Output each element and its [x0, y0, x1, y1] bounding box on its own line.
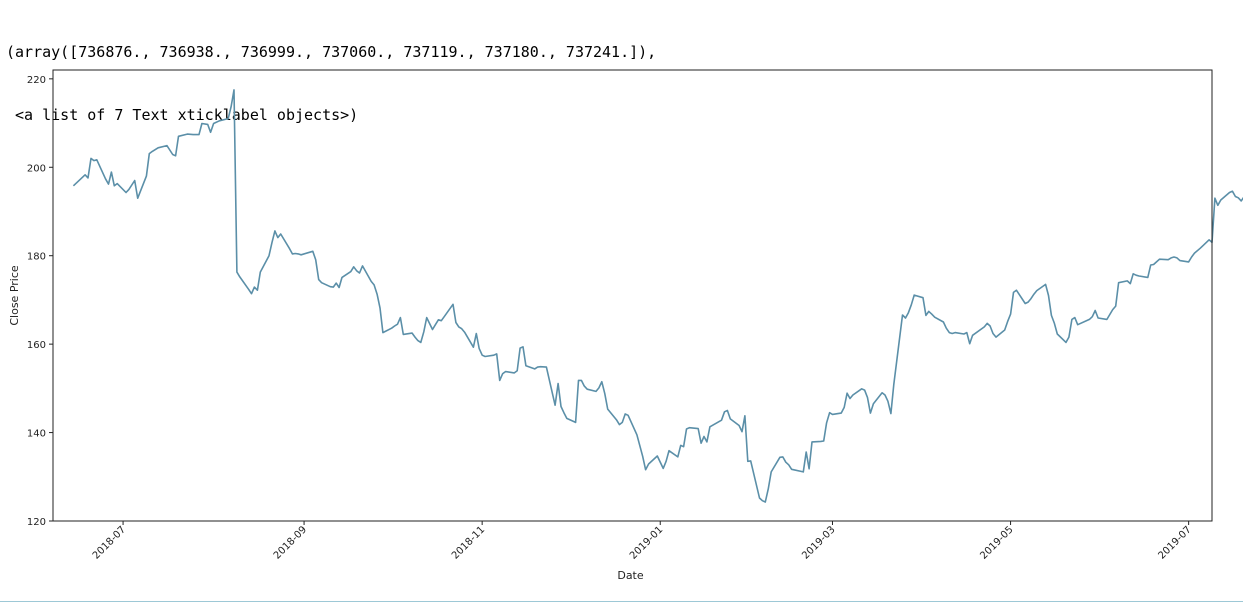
cell-divider	[0, 601, 1243, 602]
x-tick-label-2019-01: 2019-01	[628, 524, 665, 561]
x-tick-label-2019-05: 2019-05	[978, 524, 1015, 561]
line-chart: 120 140 160 180 200 220 2018-07 2018-09 2018-11 2…	[8, 69, 1243, 582]
x-axis-label: Date	[617, 569, 644, 582]
x-tick-label-2018-07: 2018-07	[91, 524, 128, 561]
y-tick-label-180: 180	[27, 252, 46, 263]
output-line-array: (array([736876., 736938., 736999., 73706…	[6, 43, 657, 61]
y-tick-label-140: 140	[27, 429, 46, 440]
output-line-ticklabels: <a list of 7 Text xticklabel objects>)	[6, 106, 359, 124]
y-axis-label: Close Price	[8, 265, 21, 326]
x-tick-label-2018-09: 2018-09	[272, 524, 309, 561]
x-tick-label-2019-03: 2019-03	[800, 524, 837, 561]
x-tick-label-2018-11: 2018-11	[450, 524, 487, 561]
cell-output-text: (array([736876., 736938., 736999., 73706…	[6, 0, 656, 147]
x-tick-label-2019-07: 2019-07	[1156, 524, 1193, 561]
y-tick-label-220: 220	[27, 75, 46, 86]
y-tick-label-200: 200	[27, 163, 46, 174]
plot-frame	[52, 69, 1213, 522]
y-tick-label-160: 160	[27, 340, 46, 351]
series-line-0	[72, 89, 1243, 503]
y-tick-label-120: 120	[27, 517, 46, 528]
chart-area: 120 140 160 180 200 220 2018-07 2018-09 2018-11 2…	[0, 60, 1243, 600]
